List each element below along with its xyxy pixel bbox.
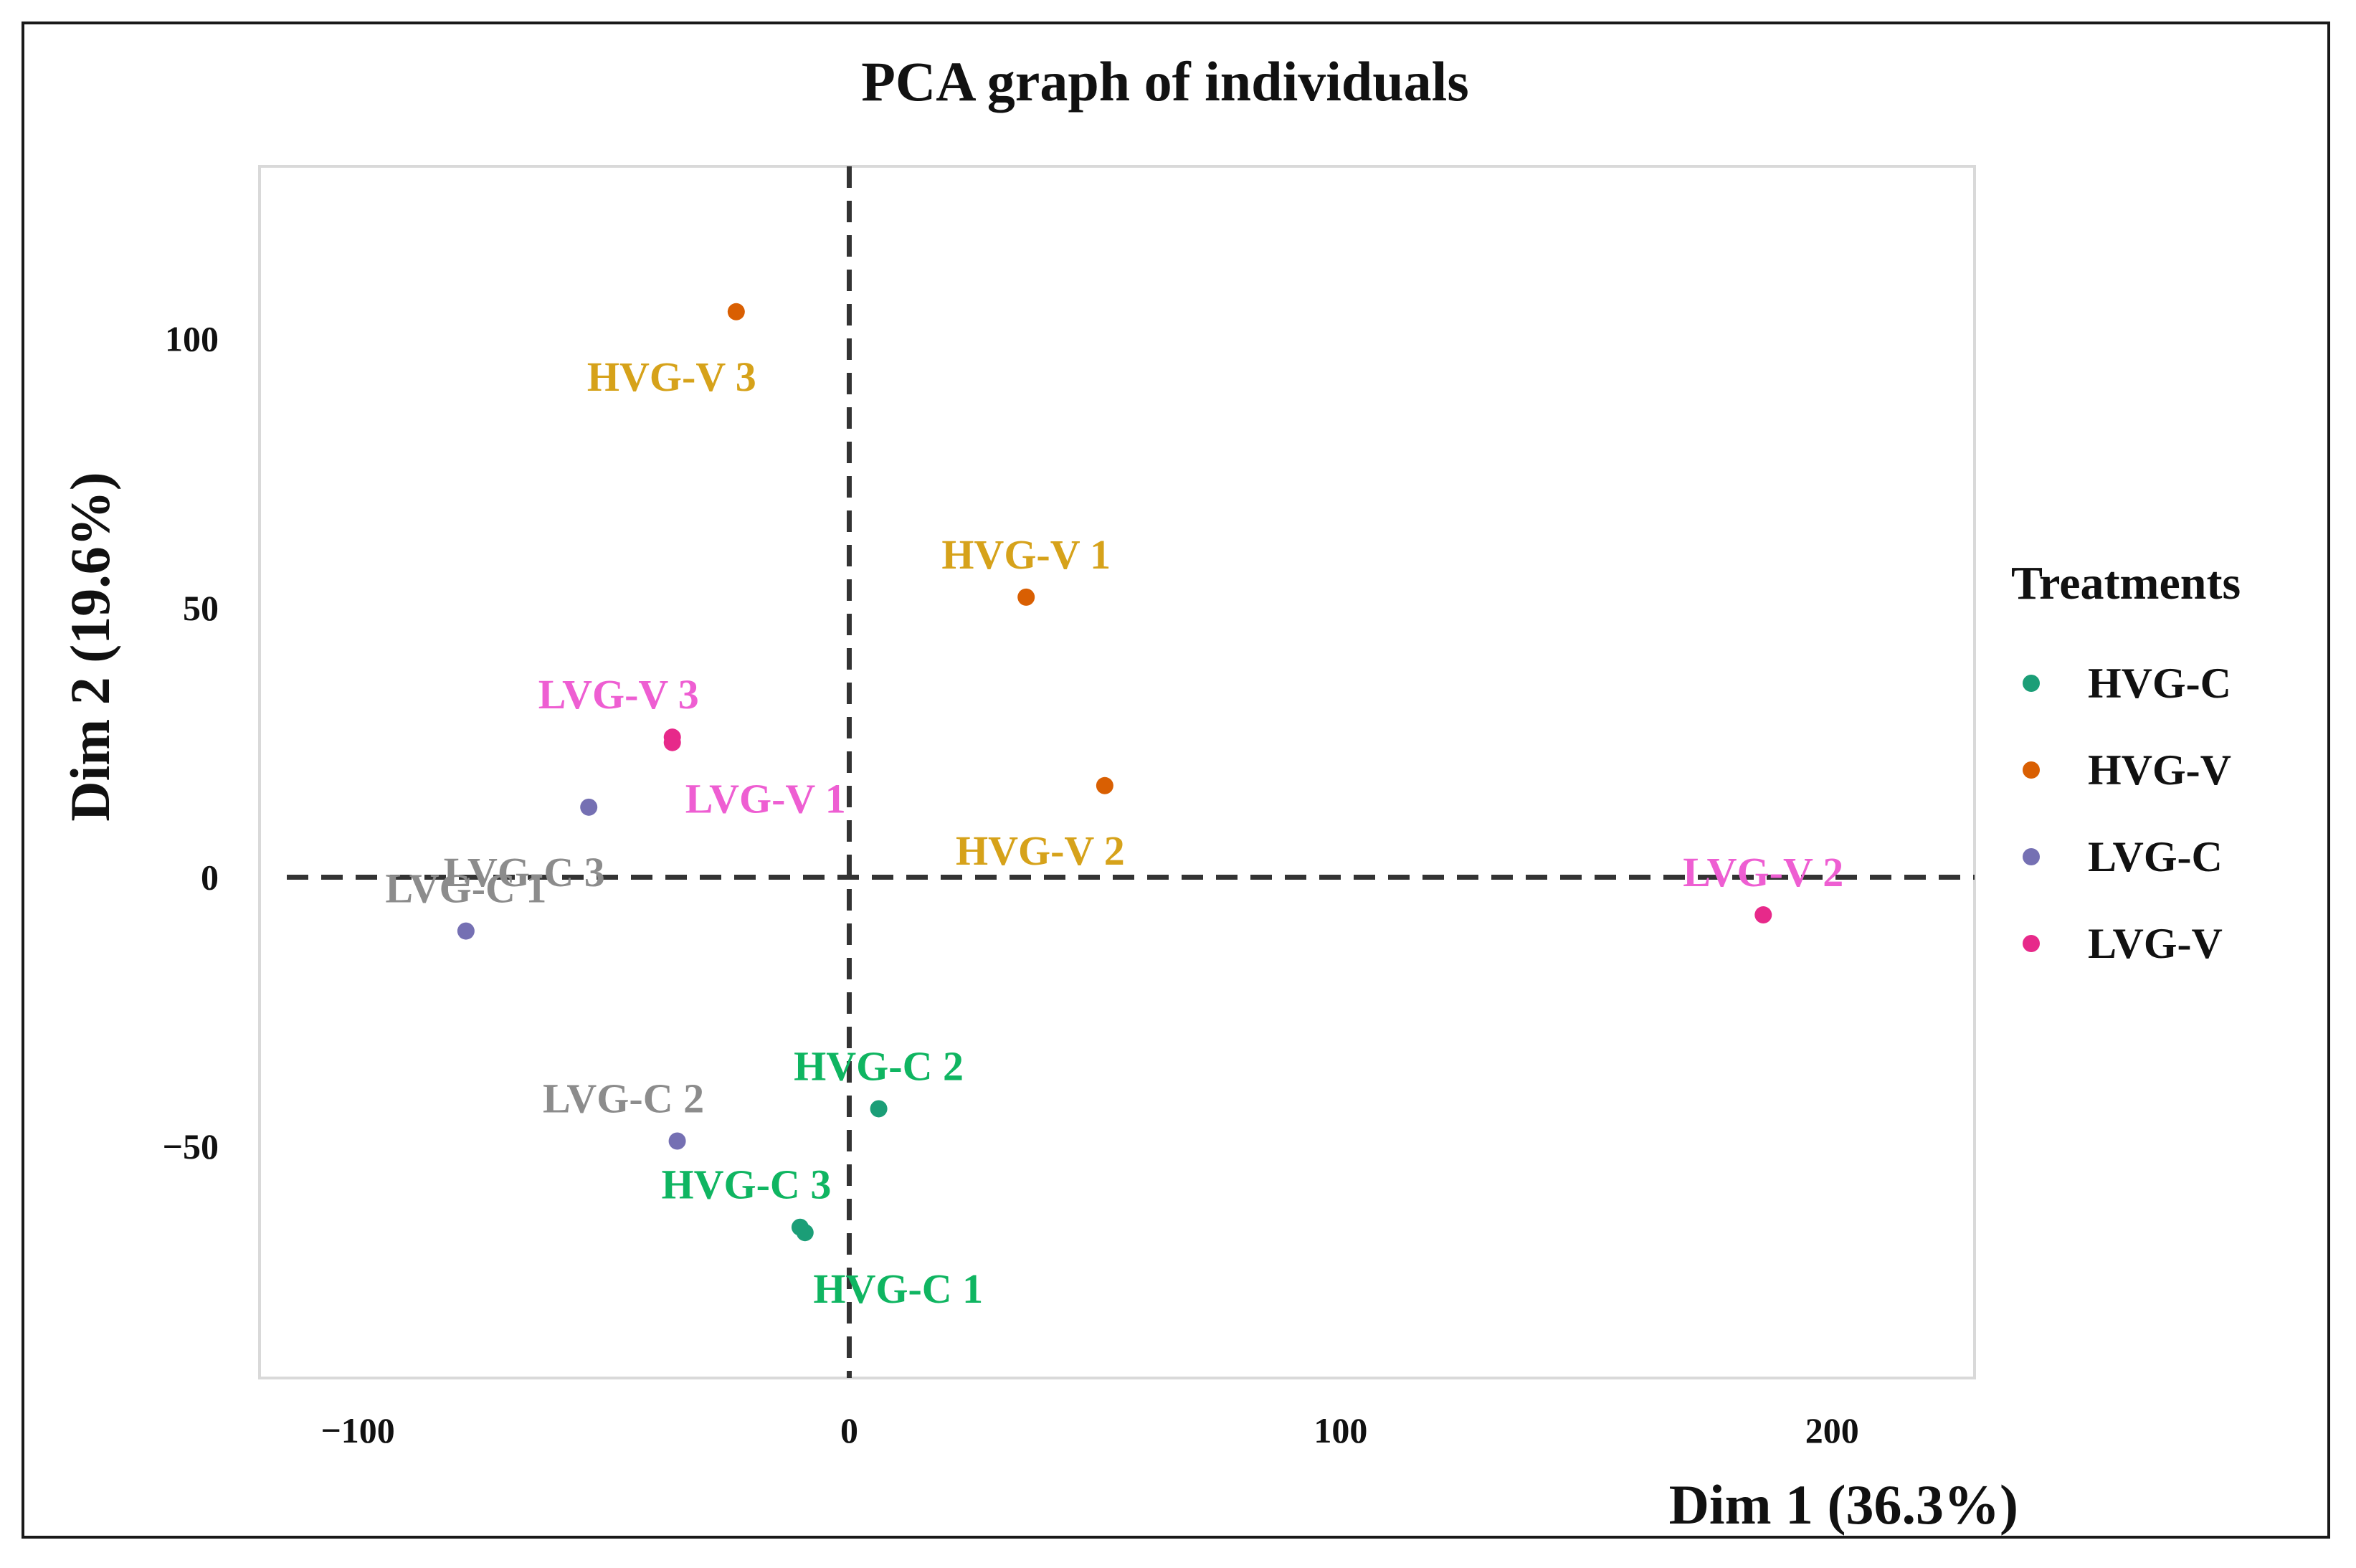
legend: Treatments HVG-C HVG-V LVG-C LVG-V bbox=[2011, 557, 2241, 967]
data-point bbox=[796, 1224, 814, 1242]
point-label: HVG-V 2 bbox=[956, 827, 1125, 874]
data-point bbox=[1096, 776, 1113, 794]
point-label: HVG-C 3 bbox=[662, 1161, 832, 1208]
point-label: HVG-C 1 bbox=[813, 1265, 983, 1312]
x-axis-title: Dim 1 (36.3%) bbox=[1669, 1473, 2018, 1536]
chart-title: PCA graph of individuals bbox=[861, 50, 1468, 113]
legend-title: Treatments bbox=[2011, 557, 2241, 609]
data-point bbox=[580, 798, 598, 816]
x-tick-label: −100 bbox=[320, 1410, 395, 1450]
legend-label: HVG-V bbox=[2088, 746, 2231, 794]
data-point bbox=[457, 922, 475, 940]
point-label: LVG-V 3 bbox=[538, 671, 699, 718]
legend-label: LVG-C bbox=[2088, 833, 2223, 880]
data-point bbox=[668, 1132, 686, 1150]
legend-marker bbox=[2023, 761, 2040, 779]
legend-label: HVG-C bbox=[2088, 660, 2231, 707]
data-point bbox=[727, 303, 745, 320]
legend-items: HVG-C HVG-V LVG-C LVG-V bbox=[2023, 660, 2231, 967]
reference-lines bbox=[287, 166, 1975, 1378]
point-label: LVG-V 1 bbox=[685, 776, 846, 822]
legend-marker bbox=[2023, 848, 2040, 865]
y-tick-label: 50 bbox=[183, 588, 219, 628]
legend-marker bbox=[2023, 935, 2040, 952]
data-point bbox=[870, 1100, 888, 1118]
data-point bbox=[663, 733, 681, 751]
y-tick-label: −50 bbox=[163, 1126, 219, 1167]
point-label: LVG-V 2 bbox=[1683, 849, 1843, 895]
point-label: HVG-V 1 bbox=[941, 531, 1111, 578]
y-axis-ticks: 100 50 0 −50 bbox=[163, 318, 219, 1167]
point-label: HVG-C 2 bbox=[794, 1042, 964, 1089]
point-labels: HVG-V 3 HVG-V 1 HVG-V 2 LVG-V 3 LVG-V 1 LVG-V… bbox=[385, 353, 1843, 1312]
plot-area bbox=[258, 165, 1976, 1379]
legend-marker bbox=[2023, 675, 2040, 692]
point-label: LVG-C 3 bbox=[444, 849, 605, 895]
y-tick-label: 0 bbox=[201, 857, 219, 897]
x-tick-label: 100 bbox=[1314, 1410, 1367, 1450]
data-point bbox=[1754, 906, 1772, 924]
x-tick-label: 200 bbox=[1805, 1410, 1859, 1450]
point-label: LVG-C 2 bbox=[543, 1075, 704, 1122]
x-tick-label: 0 bbox=[840, 1410, 858, 1450]
y-tick-label: 100 bbox=[165, 318, 219, 358]
y-axis-title: Dim 2 (19.6%) bbox=[59, 472, 121, 821]
point-label: HVG-V 3 bbox=[587, 353, 756, 400]
legend-label: LVG-V bbox=[2088, 920, 2223, 967]
point-label: LVG-C 1 bbox=[385, 865, 546, 912]
data-points bbox=[457, 303, 1772, 1242]
x-axis-ticks: −100 0 100 200 bbox=[320, 1410, 1858, 1450]
data-point bbox=[1017, 588, 1035, 606]
